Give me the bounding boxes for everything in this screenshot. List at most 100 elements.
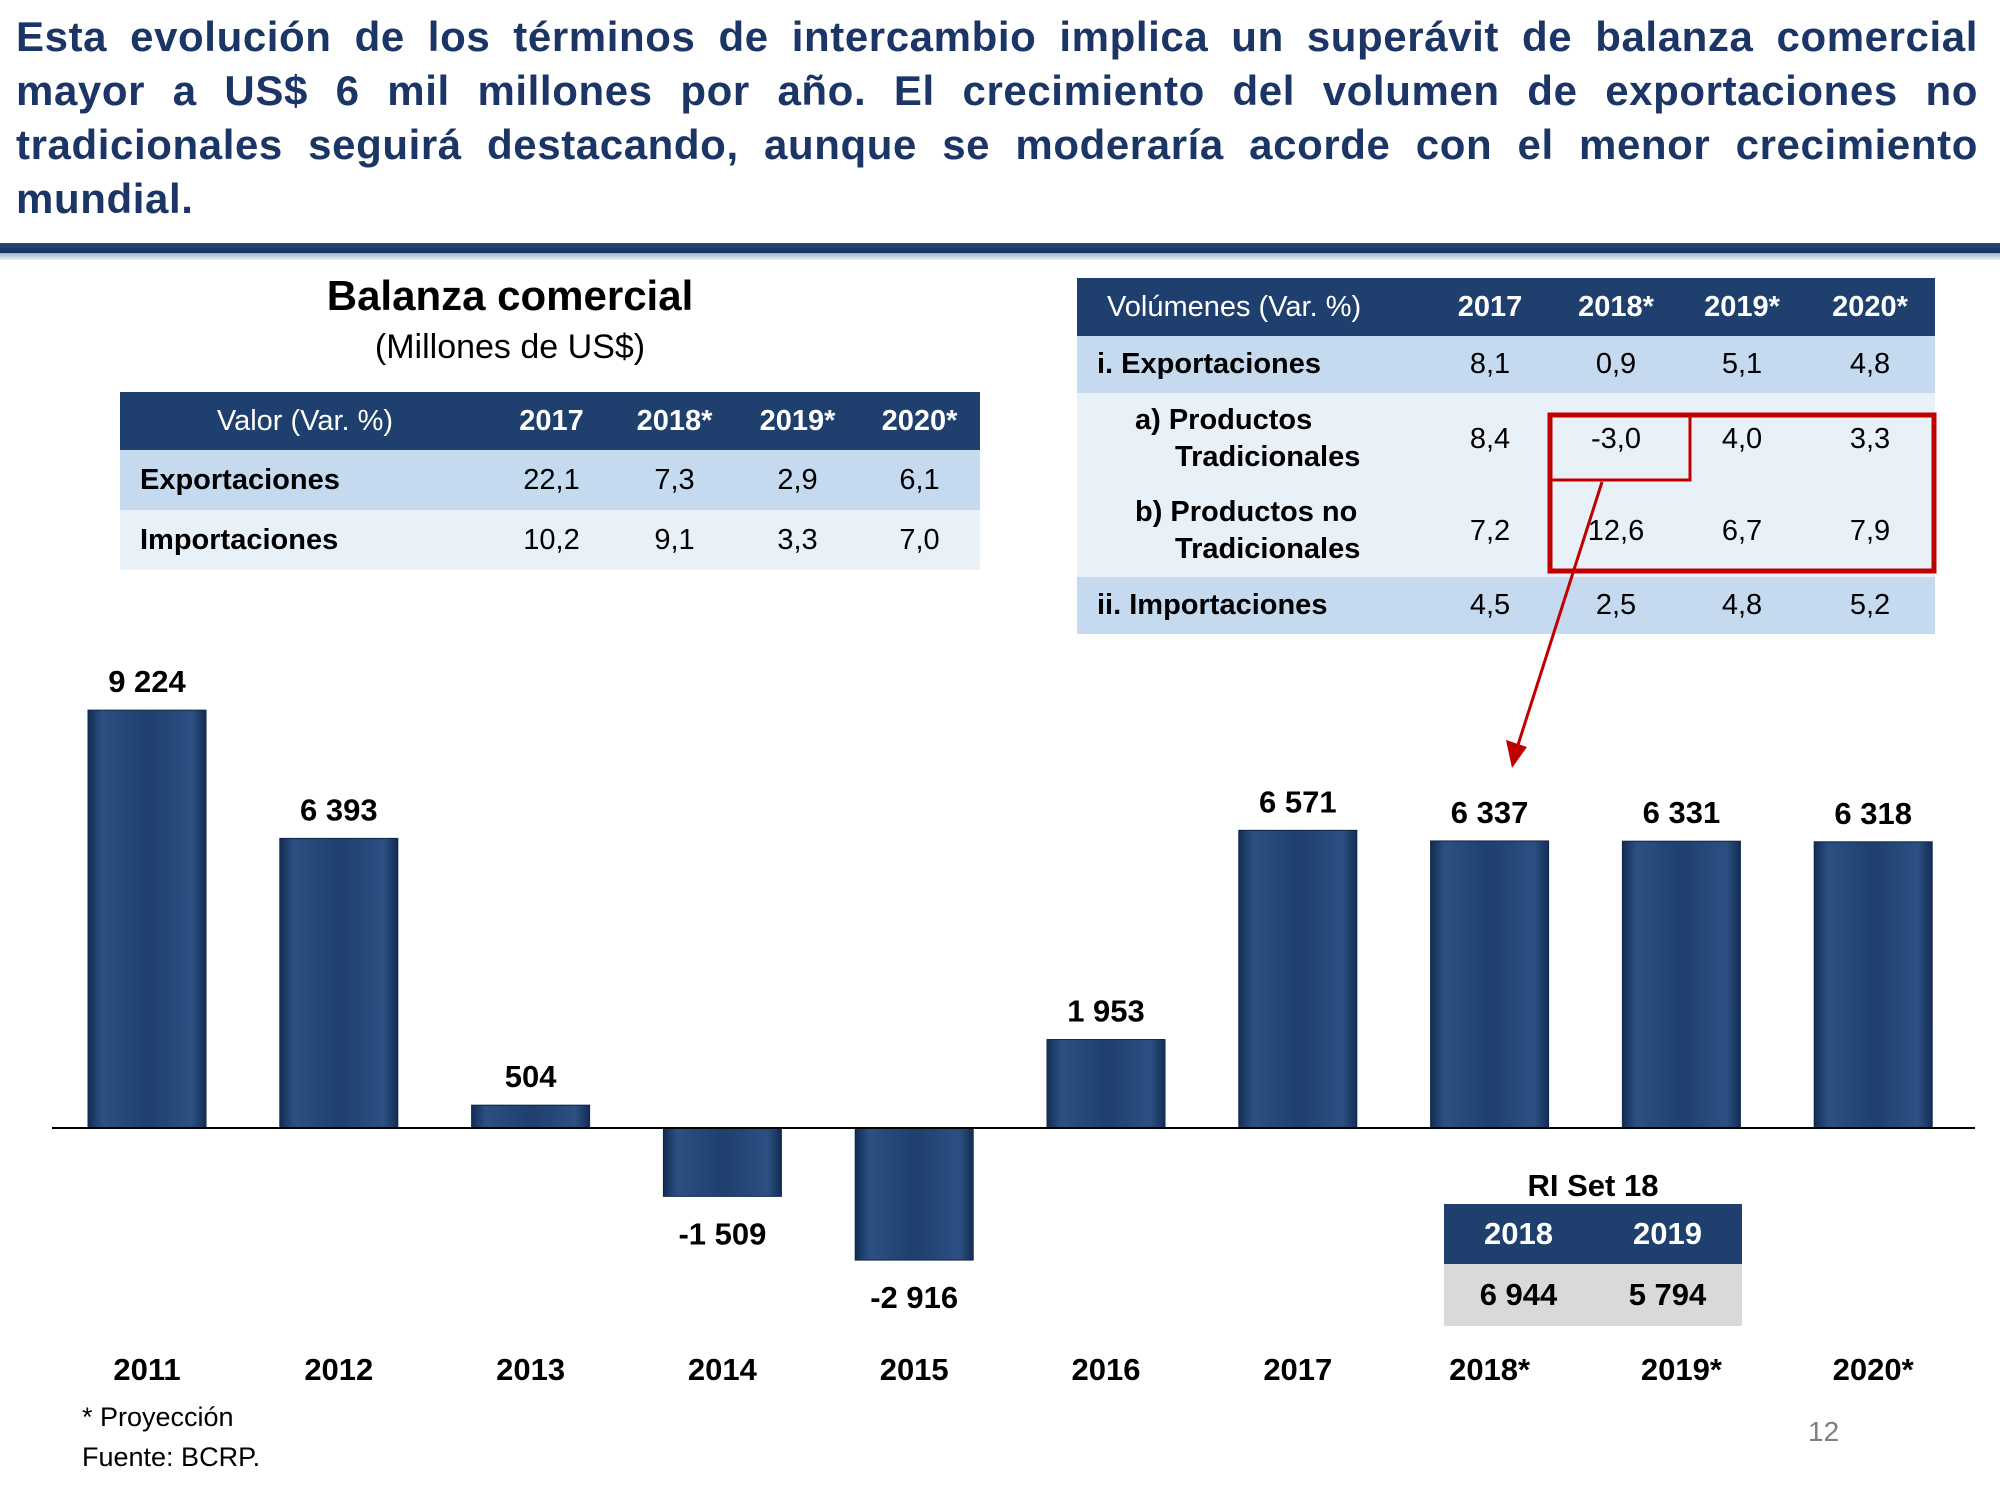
- x-tick-label: 2016: [1072, 1352, 1141, 1387]
- bar-2016: [1046, 1039, 1166, 1129]
- bar-2012: [279, 837, 399, 1129]
- ri-table: 2018 2019 6 944 5 794: [1444, 1204, 1742, 1326]
- chart-title: Balanza comercial: [326, 272, 694, 319]
- volumenes-header-2019: 2019*: [1679, 278, 1805, 336]
- table-cell: 4,0: [1679, 393, 1805, 485]
- volumenes-table-header: Volúmenes (Var. %) 2017 2018* 2019* 2020…: [1077, 278, 1935, 336]
- table-cell: 2,9: [736, 450, 859, 510]
- x-tick-label: 2020*: [1833, 1352, 1915, 1387]
- bar-2015: [854, 1127, 974, 1261]
- highlight-arrow-line: [1515, 481, 1604, 749]
- bar-value-label: 1 953: [1067, 994, 1145, 1029]
- table-cell: 0,9: [1553, 336, 1679, 393]
- table-cell: 22,1: [490, 450, 613, 510]
- x-tick-label: 2011: [113, 1352, 180, 1387]
- ri-table-title: RI Set 18: [1527, 1168, 1659, 1203]
- table-cell: 6,1: [859, 450, 980, 510]
- table-cell: 7,3: [613, 450, 736, 510]
- table-row: Importaciones 10,2 9,1 3,3 7,0: [120, 510, 980, 570]
- table-cell: 6,7: [1679, 485, 1805, 577]
- table-cell: 8,4: [1427, 393, 1553, 485]
- x-tick-label: 2018*: [1449, 1352, 1531, 1387]
- table-row: a) Productos Tradicionales 8,4 -3,0 4,0 3…: [1077, 393, 1935, 485]
- table-row: b) Productos no Tradicionales 7,2 12,6 6,…: [1077, 485, 1935, 577]
- row-label: i. Exportaciones: [1077, 336, 1427, 393]
- bar-2018: [1430, 840, 1550, 1129]
- footnote-source: Fuente: BCRP.: [82, 1442, 261, 1472]
- table-cell: 7,0: [859, 510, 980, 570]
- header-divider: [0, 243, 2000, 253]
- highlight-arrowhead: [1506, 740, 1527, 768]
- valor-header-2018: 2018*: [613, 392, 736, 450]
- table-cell: 9,1: [613, 510, 736, 570]
- table-cell: 7,9: [1805, 485, 1935, 577]
- valor-header-2020: 2020*: [859, 392, 980, 450]
- bar-2011: [87, 709, 207, 1129]
- valor-header-2019: 2019*: [736, 392, 859, 450]
- table-cell: 6 944: [1444, 1264, 1593, 1326]
- table-cell: 10,2: [490, 510, 613, 570]
- table-cell: 4,5: [1427, 577, 1553, 634]
- table-cell: 3,3: [736, 510, 859, 570]
- bar-value-label: 6 331: [1643, 795, 1721, 830]
- footnote-projection: * Proyección: [82, 1402, 234, 1432]
- chart-subtitle: (Millones de US$): [374, 328, 646, 366]
- table-cell: 8,1: [1427, 336, 1553, 393]
- x-tick-label: 2014: [688, 1352, 758, 1387]
- table-row: ii. Importaciones 4,5 2,5 4,8 5,2: [1077, 577, 1935, 634]
- row-label: Importaciones: [120, 510, 490, 570]
- highlight-box: [1547, 412, 1937, 574]
- row-label-line-2: Tradicionales: [1175, 441, 1361, 473]
- ri-header-2018: 2018: [1444, 1204, 1593, 1264]
- row-label-line-1: b) Productos no: [1135, 496, 1358, 528]
- table-row: Exportaciones 22,1 7,3 2,9 6,1: [120, 450, 980, 510]
- volumenes-header-2017: 2017: [1427, 278, 1553, 336]
- row-label: a) Productos Tradicionales: [1077, 393, 1427, 485]
- x-tick-label: 2017: [1263, 1352, 1332, 1387]
- table-cell: 4,8: [1805, 336, 1935, 393]
- table-cell: 5 794: [1593, 1264, 1742, 1326]
- ri-table-header: 2018 2019: [1444, 1204, 1742, 1264]
- bar-value-label: 6 571: [1259, 784, 1337, 819]
- ri-header-2019: 2019: [1593, 1204, 1742, 1264]
- table-row: i. Exportaciones 8,1 0,9 5,1 4,8: [1077, 336, 1935, 393]
- row-label-line-2: Tradicionales: [1175, 533, 1361, 565]
- x-tick-label: 2012: [304, 1352, 373, 1387]
- volumenes-header-2018: 2018*: [1553, 278, 1679, 336]
- table-row: 6 944 5 794: [1444, 1264, 1742, 1326]
- table-cell: 12,6: [1553, 485, 1679, 577]
- table-cell: 5,2: [1805, 577, 1935, 634]
- bar-value-label: 6 393: [300, 792, 378, 827]
- header-divider-shadow: [0, 253, 2000, 260]
- bar-value-label: -1 509: [678, 1216, 766, 1251]
- bar-value-label: 9 224: [108, 664, 186, 699]
- valor-table: Valor (Var. %) 2017 2018* 2019* 2020* Ex…: [120, 392, 980, 570]
- table-cell: 7,2: [1427, 485, 1553, 577]
- bar-value-label: 6 318: [1834, 796, 1912, 831]
- bar-value-label: -2 916: [870, 1280, 958, 1315]
- table-cell: 2,5: [1553, 577, 1679, 634]
- bar-value-label: 6 337: [1451, 795, 1529, 830]
- x-tick-label: 2015: [880, 1352, 949, 1387]
- volumenes-header-label: Volúmenes (Var. %): [1077, 278, 1427, 336]
- row-label: ii. Importaciones: [1077, 577, 1427, 634]
- volumenes-header-2020: 2020*: [1805, 278, 1935, 336]
- x-tick-label: 2013: [496, 1352, 565, 1387]
- bar-value-label: 504: [505, 1059, 557, 1094]
- valor-table-header: Valor (Var. %) 2017 2018* 2019* 2020*: [120, 392, 980, 450]
- row-label-line-1: a) Productos: [1135, 404, 1313, 436]
- table-cell: 3,3: [1805, 393, 1935, 485]
- table-cell: -3,0: [1553, 393, 1679, 485]
- row-label: b) Productos no Tradicionales: [1077, 485, 1427, 577]
- volumenes-table: Volúmenes (Var. %) 2017 2018* 2019* 2020…: [1077, 278, 1935, 634]
- x-tick-label: 2019*: [1641, 1352, 1723, 1387]
- bar-2014: [662, 1127, 782, 1197]
- bar-2013: [471, 1104, 591, 1129]
- bar-2017: [1238, 829, 1358, 1129]
- row-label: Exportaciones: [120, 450, 490, 510]
- bar-2019: [1621, 840, 1741, 1129]
- bar-2020: [1813, 841, 1933, 1129]
- slide-headline: Esta evolución de los términos de interc…: [16, 13, 1978, 222]
- table-cell: 5,1: [1679, 336, 1805, 393]
